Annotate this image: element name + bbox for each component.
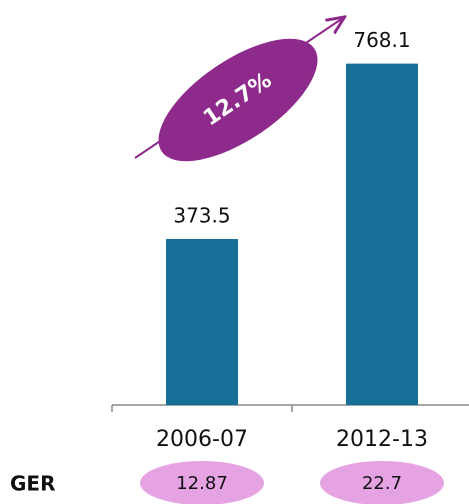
- bar: [166, 239, 238, 405]
- growth-annotation: 12.7%: [134, 15, 343, 162]
- x-tick-label: 2006-07: [156, 427, 248, 452]
- row-label: GER: [10, 472, 55, 496]
- data-label: 373.5: [173, 204, 230, 228]
- x-tick-label: 2012-13: [336, 427, 428, 452]
- bar: [346, 63, 418, 405]
- annotation-arrow: [134, 18, 343, 159]
- annotation-ellipse: [158, 38, 318, 162]
- row-value: 12.87: [176, 473, 228, 494]
- row-ellipse: [320, 461, 444, 504]
- data-label: 768.1: [353, 28, 410, 52]
- row-value: 22.7: [362, 473, 402, 494]
- row-ellipse: [140, 461, 264, 504]
